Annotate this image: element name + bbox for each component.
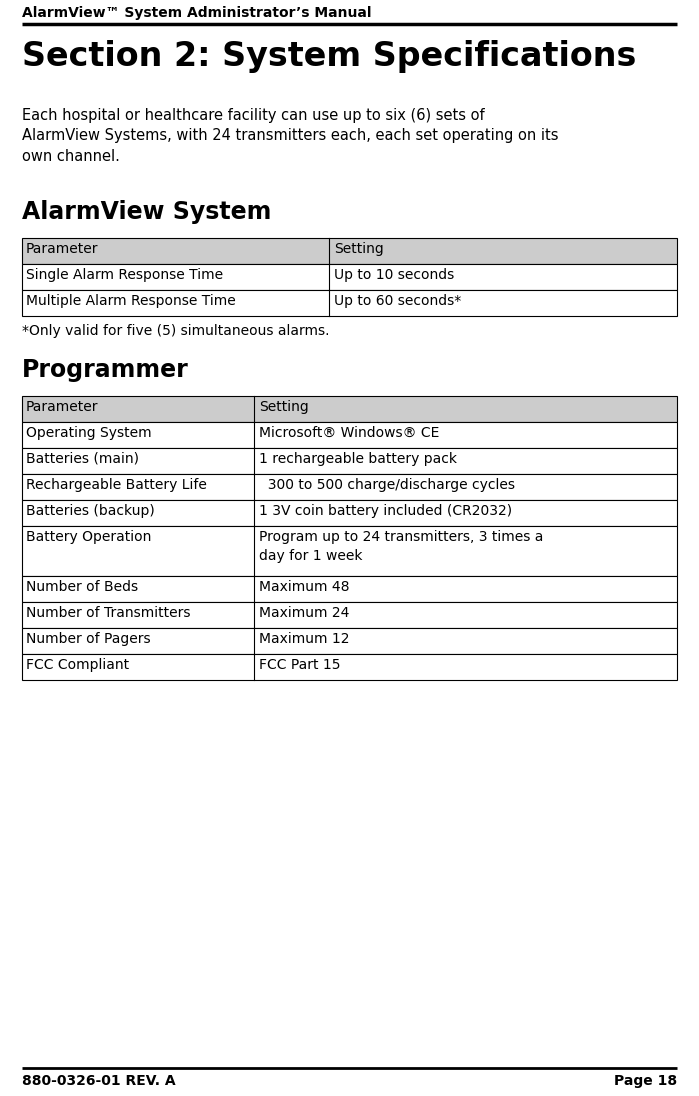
Bar bbox=[22, 290, 677, 316]
Text: Parameter: Parameter bbox=[26, 242, 99, 256]
Text: Program up to 24 transmitters, 3 times a
day for 1 week: Program up to 24 transmitters, 3 times a… bbox=[259, 530, 543, 563]
Text: Setting: Setting bbox=[259, 400, 309, 414]
Text: Section 2: System Specifications: Section 2: System Specifications bbox=[22, 39, 636, 73]
Text: Number of Pagers: Number of Pagers bbox=[26, 632, 150, 646]
Bar bbox=[22, 396, 677, 422]
Bar bbox=[22, 628, 677, 654]
Bar bbox=[22, 264, 677, 290]
Text: Batteries (backup): Batteries (backup) bbox=[26, 504, 154, 518]
Bar bbox=[22, 422, 677, 448]
Text: Multiple Alarm Response Time: Multiple Alarm Response Time bbox=[26, 294, 236, 308]
Text: Programmer: Programmer bbox=[22, 358, 189, 383]
Text: Operating System: Operating System bbox=[26, 426, 152, 439]
Text: Batteries (main): Batteries (main) bbox=[26, 452, 139, 466]
Text: Microsoft® Windows® CE: Microsoft® Windows® CE bbox=[259, 426, 440, 439]
Text: FCC Part 15: FCC Part 15 bbox=[259, 658, 340, 672]
Text: FCC Compliant: FCC Compliant bbox=[26, 658, 129, 672]
Text: Each hospital or healthcare facility can use up to six (6) sets of
AlarmView Sys: Each hospital or healthcare facility can… bbox=[22, 109, 559, 163]
Bar bbox=[22, 448, 677, 473]
Text: Parameter: Parameter bbox=[26, 400, 99, 414]
Text: 1 3V coin battery included (CR2032): 1 3V coin battery included (CR2032) bbox=[259, 504, 512, 518]
Bar bbox=[22, 526, 677, 576]
Text: Battery Operation: Battery Operation bbox=[26, 530, 152, 544]
Text: AlarmView System: AlarmView System bbox=[22, 199, 271, 224]
Text: 1 rechargeable battery pack: 1 rechargeable battery pack bbox=[259, 452, 457, 466]
Text: Up to 10 seconds: Up to 10 seconds bbox=[334, 269, 454, 282]
Text: Single Alarm Response Time: Single Alarm Response Time bbox=[26, 269, 223, 282]
Text: 300 to 500 charge/discharge cycles: 300 to 500 charge/discharge cycles bbox=[259, 478, 515, 492]
Bar bbox=[22, 500, 677, 526]
Text: Maximum 48: Maximum 48 bbox=[259, 580, 350, 594]
Text: Maximum 12: Maximum 12 bbox=[259, 632, 350, 646]
Text: 880-0326-01 REV. A: 880-0326-01 REV. A bbox=[22, 1074, 175, 1088]
Bar bbox=[22, 473, 677, 500]
Text: Number of Transmitters: Number of Transmitters bbox=[26, 606, 191, 620]
Bar bbox=[22, 602, 677, 628]
Text: Rechargeable Battery Life: Rechargeable Battery Life bbox=[26, 478, 207, 492]
Text: Setting: Setting bbox=[334, 242, 384, 256]
Text: Number of Beds: Number of Beds bbox=[26, 580, 138, 594]
Text: Maximum 24: Maximum 24 bbox=[259, 606, 350, 620]
Text: Page 18: Page 18 bbox=[614, 1074, 677, 1088]
Text: Up to 60 seconds*: Up to 60 seconds* bbox=[334, 294, 461, 308]
Bar bbox=[22, 238, 677, 264]
Bar bbox=[22, 654, 677, 680]
Bar bbox=[22, 576, 677, 602]
Text: *Only valid for five (5) simultaneous alarms.: *Only valid for five (5) simultaneous al… bbox=[22, 324, 329, 338]
Text: AlarmView™ System Administrator’s Manual: AlarmView™ System Administrator’s Manual bbox=[22, 5, 371, 20]
